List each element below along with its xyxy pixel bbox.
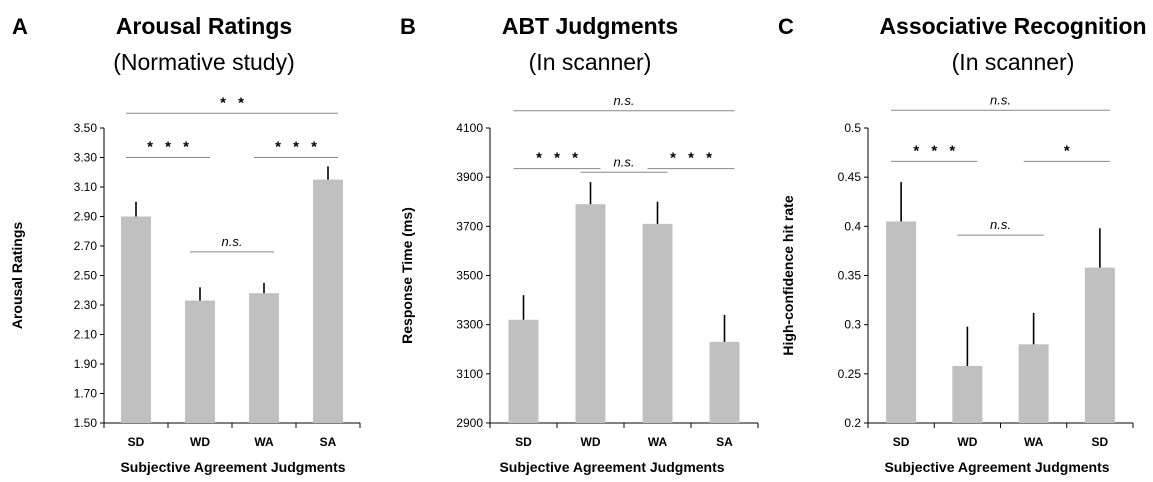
y-tick-label: 3500: [456, 269, 483, 283]
y-axis-label: Response Time (ms): [399, 207, 415, 344]
y-tick-label: 1.70: [74, 387, 98, 401]
x-tick-label: SD: [515, 435, 532, 449]
y-tick-label: 2.30: [74, 298, 98, 312]
bar: [952, 365, 983, 423]
x-tick-label: WA: [648, 435, 668, 449]
bar: [575, 204, 606, 423]
x-axis-label: Subjective Agreement Judgments: [499, 459, 724, 475]
y-tick-label: 0.2: [844, 416, 861, 430]
ns-annotation: n.s.: [990, 217, 1011, 232]
y-tick-label: 0.45: [838, 170, 862, 184]
y-tick-label: 2.70: [74, 239, 98, 253]
significance-stars: * * *: [670, 150, 716, 167]
chart-subtitle: (In scanner): [952, 49, 1075, 75]
y-tick-label: 0.5: [844, 121, 861, 135]
x-tick-label: SD: [893, 435, 910, 449]
x-tick-label: SA: [320, 435, 337, 449]
chart-title: Arousal Ratings: [116, 13, 292, 39]
y-tick-label: 3700: [456, 219, 483, 233]
chart-title: ABT Judgments: [502, 13, 678, 39]
y-axis-label: High-confidence hit rate: [780, 195, 796, 355]
x-tick-label: SD: [1092, 435, 1109, 449]
significance-stars: * * *: [147, 139, 193, 156]
x-tick-label: SA: [716, 435, 733, 449]
y-tick-label: 0.4: [844, 219, 861, 233]
bar: [709, 341, 740, 423]
y-tick-label: 3.10: [74, 180, 98, 194]
x-tick-label: WD: [581, 435, 601, 449]
y-tick-label: 2.10: [74, 328, 98, 342]
bar: [642, 223, 673, 423]
ns-annotation: n.s.: [614, 93, 635, 108]
panel-letter: C: [778, 14, 794, 39]
x-axis-label: Subjective Agreement Judgments: [884, 459, 1109, 475]
y-tick-label: 3.30: [74, 151, 98, 165]
x-tick-label: WD: [957, 435, 977, 449]
y-tick-label: 0.25: [838, 367, 862, 381]
y-tick-label: 1.50: [74, 416, 98, 430]
y-tick-label: 2.50: [74, 269, 98, 283]
significance-stars: * * *: [913, 142, 959, 159]
y-tick-label: 1.90: [74, 357, 98, 371]
bar: [249, 293, 279, 423]
chart-title: Associative Recognition: [879, 13, 1146, 39]
y-tick-label: 0.3: [844, 318, 861, 332]
y-tick-label: 3.50: [74, 121, 98, 135]
y-tick-label: 2900: [456, 416, 483, 430]
bar: [508, 319, 539, 423]
ns-annotation: n.s.: [614, 154, 635, 169]
ns-annotation: n.s.: [990, 92, 1011, 107]
significance-stars: * *: [220, 94, 248, 111]
chart-subtitle: (In scanner): [529, 49, 652, 75]
x-tick-label: WA: [254, 435, 274, 449]
bar: [185, 300, 215, 423]
significance-stars: * * *: [536, 150, 582, 167]
significance-stars: * * *: [275, 139, 321, 156]
y-tick-label: 4100: [456, 121, 483, 135]
bar: [1084, 267, 1115, 423]
panel-letter: B: [400, 14, 416, 39]
y-axis-label: Arousal Ratings: [9, 222, 25, 330]
bar: [313, 179, 343, 423]
bar: [121, 216, 151, 423]
x-tick-label: WD: [190, 435, 210, 449]
x-axis-label: Subjective Agreement Judgments: [120, 459, 345, 475]
y-tick-label: 3100: [456, 367, 483, 381]
chart-subtitle: (Normative study): [113, 49, 294, 75]
ns-annotation: n.s.: [222, 234, 243, 249]
y-tick-label: 3900: [456, 170, 483, 184]
x-tick-label: WA: [1024, 435, 1044, 449]
bar: [1018, 344, 1049, 423]
y-tick-label: 0.35: [838, 269, 862, 283]
panel-letter: A: [12, 14, 28, 39]
bar: [886, 221, 917, 423]
y-tick-label: 2.90: [74, 210, 98, 224]
y-tick-label: 3300: [456, 318, 483, 332]
x-tick-label: SD: [128, 435, 145, 449]
significance-stars: *: [1064, 142, 1074, 159]
